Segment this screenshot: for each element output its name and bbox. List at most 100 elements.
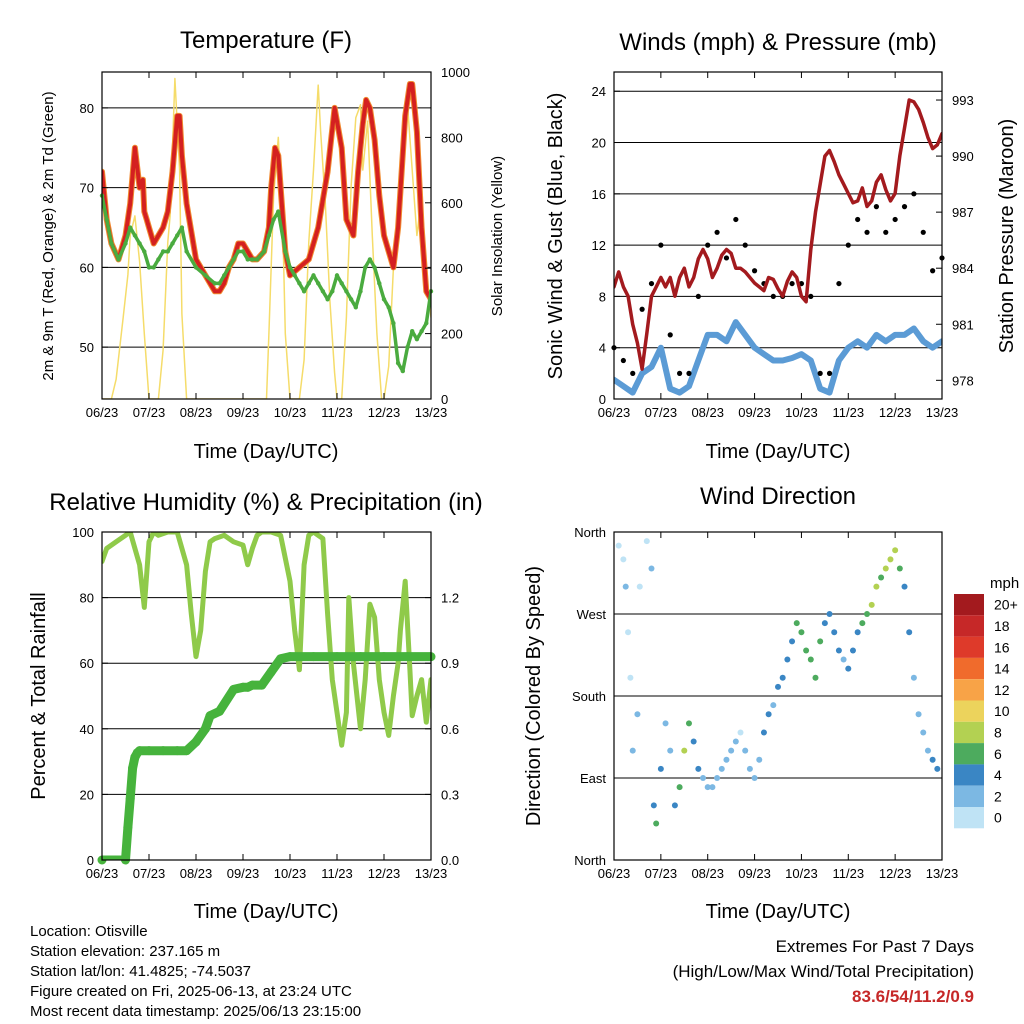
y-tick-label-right: 800	[441, 130, 463, 145]
x-tick-label: 11/23	[321, 866, 353, 881]
dewpoint-point	[287, 265, 293, 270]
temperature-ylabel-right: Solar Insolation (Yellow)	[489, 156, 506, 316]
dewpoint-point	[405, 344, 410, 350]
dewpoint-point	[367, 257, 373, 262]
direction-point	[718, 765, 725, 772]
direction-point	[636, 583, 643, 590]
gust-point	[808, 293, 814, 300]
gust-point	[714, 229, 720, 235]
colorbar-title: mph	[990, 575, 1019, 592]
precip-point	[172, 746, 182, 756]
colorbar-swatch	[954, 743, 984, 765]
direction-point	[924, 747, 931, 754]
colorbar-swatch	[954, 807, 984, 829]
dewpoint-point	[217, 281, 222, 286]
precip-point	[125, 794, 135, 804]
direction-point	[765, 711, 772, 718]
precip-point	[403, 652, 412, 662]
y-tick-label: North	[574, 853, 606, 868]
x-tick-label: 12/23	[368, 405, 401, 420]
direction-point	[662, 720, 669, 727]
direction-point	[760, 729, 767, 736]
direction-point	[751, 775, 758, 781]
y-tick-label-right: 987	[952, 205, 974, 220]
dewpoint-point	[175, 233, 180, 238]
direction-point	[634, 711, 641, 718]
humidity-panel: Relative Humidity (%) & Precipitation (i…	[28, 489, 483, 923]
direction-point	[676, 784, 683, 791]
direction-point	[934, 765, 941, 772]
gust-point	[695, 293, 701, 300]
humidity-ylabel-left: Percent & Total Rainfall	[28, 592, 50, 800]
precip-point	[123, 822, 133, 832]
x-tick-label: 12/23	[879, 866, 912, 881]
pressure-line	[614, 98, 942, 371]
direction-point	[681, 747, 688, 754]
gust-point	[817, 370, 823, 376]
plot-frame	[613, 71, 943, 400]
direction-point	[892, 547, 899, 554]
dewpoint-point	[363, 265, 368, 270]
gust-point	[630, 370, 636, 376]
dewpoint-point	[261, 249, 267, 254]
direction-point	[779, 674, 786, 681]
extremes-title: Extremes For Past 7 Days	[775, 937, 974, 956]
dewpoint-point	[142, 249, 147, 254]
dewpoint-point	[240, 249, 246, 254]
y-tick-label-right: 990	[952, 149, 974, 164]
colorbar-label: 20+	[994, 597, 1018, 613]
gust-point	[855, 216, 861, 223]
direction-point	[704, 784, 711, 791]
gust-point	[930, 268, 936, 274]
dewpoint-point	[231, 257, 236, 262]
recent-timestamp: Most recent data timestamp: 2025/06/13 2…	[30, 1003, 362, 1020]
y-tick-label: East	[580, 771, 606, 786]
y-tick-label-right: 400	[441, 261, 463, 276]
dewpoint-point	[160, 249, 166, 254]
direction-point	[831, 629, 838, 636]
y-tick-label: 12	[592, 238, 606, 253]
direction-point	[859, 620, 866, 627]
direction-point	[625, 629, 632, 636]
x-tick-label: 07/23	[645, 405, 678, 420]
dewpoint-point	[226, 265, 232, 270]
gust-point	[892, 216, 898, 223]
temperature-title: Temperature (F)	[180, 27, 352, 54]
direction-point	[798, 629, 805, 636]
x-tick-label: 06/23	[86, 866, 119, 881]
dewpoint-point	[132, 233, 138, 238]
colorbar-label: 0	[994, 810, 1002, 826]
direction-point	[746, 765, 753, 772]
y-tick-label: 16	[592, 187, 606, 202]
direction-point	[732, 738, 739, 745]
gust-point	[658, 242, 664, 248]
colorbar-label: 14	[994, 661, 1010, 677]
y-tick-label: 60	[80, 260, 94, 275]
direction-point	[723, 756, 730, 763]
y-tick-label: 80	[80, 101, 94, 116]
dewpoint-point	[301, 289, 307, 294]
gust-point	[873, 204, 880, 210]
gust-point	[864, 229, 870, 235]
dewpoint-point	[283, 249, 288, 254]
precip-point	[266, 667, 276, 677]
dewpoint-point	[104, 217, 109, 222]
precip-point	[144, 746, 154, 756]
direction-point	[807, 656, 814, 663]
x-tick-label: 08/23	[180, 866, 213, 881]
direction-point	[615, 542, 622, 549]
plot-area	[97, 532, 436, 865]
dewpoint-point	[414, 336, 420, 342]
station-info: Location: Otisville Station elevation: 2…	[30, 922, 361, 1022]
colorbar-label: 10	[994, 703, 1010, 719]
y-tick-label: 40	[80, 722, 94, 737]
y-tick-label-right: 600	[441, 196, 463, 211]
dewpoint-point	[146, 265, 152, 270]
direction-point	[929, 756, 936, 763]
y-tick-label: 60	[80, 656, 94, 671]
dewpoint-point	[123, 241, 128, 246]
direction-point	[756, 756, 763, 763]
temperature-ylabel-left: 2m & 9m T (Red, Orange) & 2m Td (Green)	[40, 91, 57, 380]
gust-point	[667, 332, 673, 338]
x-tick-label: 08/23	[691, 866, 724, 881]
